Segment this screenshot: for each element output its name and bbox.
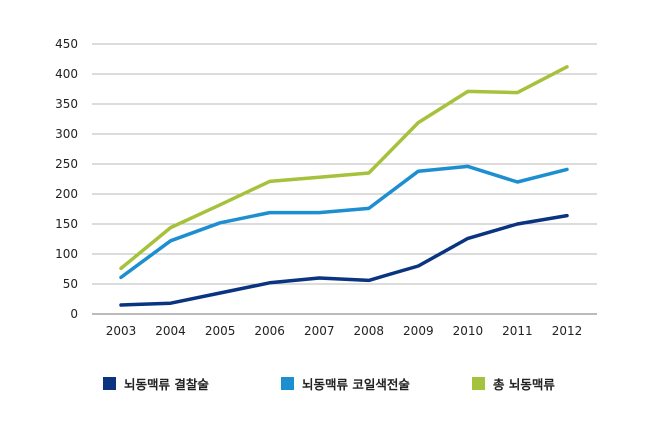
x-axis-ticks: 2003 2004 2005 2006 2007 2008 2009 2010 2011 2012 (106, 324, 583, 338)
x-tick-label: 2011 (502, 324, 533, 338)
y-tick-label: 400 (55, 67, 78, 81)
legend-swatch (472, 377, 485, 390)
y-tick-label: 200 (55, 187, 78, 201)
y-tick-label: 150 (55, 217, 78, 231)
y-tick-label: 50 (63, 277, 78, 291)
series-line-3 (119, 65, 569, 271)
y-tick-label: 0 (70, 307, 78, 321)
y-tick-label: 100 (55, 247, 78, 261)
series-lines (119, 65, 569, 307)
legend-item-2: 뇌동맥류 코일색전술 (281, 377, 410, 392)
legend-swatch (281, 377, 294, 390)
legend-label: 총 뇌동맥류 (493, 377, 555, 392)
x-tick-label: 2012 (552, 324, 583, 338)
legend-item-3: 총 뇌동맥류 (472, 377, 555, 392)
y-axis-ticks: 0 50 100 150 200 250 300 350 400 450 (55, 37, 78, 321)
x-tick-label: 2005 (205, 324, 236, 338)
x-tick-label: 2007 (304, 324, 335, 338)
legend-label: 뇌동맥류 코일색전술 (302, 377, 410, 392)
x-tick-label: 2010 (453, 324, 484, 338)
y-tick-label: 250 (55, 157, 78, 171)
legend-swatch (103, 377, 116, 390)
series-line-2 (119, 164, 569, 280)
legend: 뇌동맥류 결찰술 뇌동맥류 코일색전술 총 뇌동맥류 (103, 377, 555, 392)
series-line-1 (119, 213, 569, 307)
x-tick-label: 2009 (403, 324, 434, 338)
grid (92, 43, 597, 315)
x-tick-label: 2006 (254, 324, 285, 338)
x-tick-label: 2004 (155, 324, 186, 338)
y-tick-label: 450 (55, 37, 78, 51)
x-tick-label: 2008 (354, 324, 385, 338)
legend-item-1: 뇌동맥류 결찰술 (103, 377, 209, 392)
y-tick-label: 300 (55, 127, 78, 141)
y-tick-label: 350 (55, 97, 78, 111)
legend-label: 뇌동맥류 결찰술 (124, 377, 209, 392)
x-tick-label: 2003 (106, 324, 137, 338)
